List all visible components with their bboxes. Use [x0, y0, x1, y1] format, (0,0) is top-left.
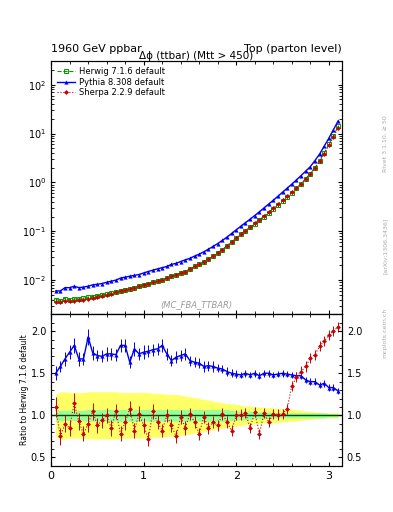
Text: Rivet 3.1.10, ≥ 50: Rivet 3.1.10, ≥ 50 — [383, 115, 387, 172]
Line: Herwig 7.1.6 default: Herwig 7.1.6 default — [53, 124, 340, 303]
Text: mcplots.cern.ch: mcplots.cern.ch — [383, 308, 387, 358]
Pythia 8.308 default — [77, 285, 81, 291]
Line: Sherpa 2.2.9 default: Sherpa 2.2.9 default — [54, 126, 340, 304]
Sherpa 2.2.9 default — [127, 286, 132, 292]
Pythia 8.308 default — [109, 278, 114, 284]
Herwig 7.1.6 default — [197, 261, 202, 267]
Line: Pythia 8.308 default: Pythia 8.308 default — [53, 119, 340, 293]
Pythia 8.308 default — [225, 234, 230, 240]
Herwig 7.1.6 default — [132, 285, 137, 291]
Sherpa 2.2.9 default — [77, 297, 81, 303]
Sherpa 2.2.9 default — [299, 180, 303, 186]
Herwig 7.1.6 default — [303, 176, 308, 182]
Y-axis label: Ratio to Herwig 7.1.6 default: Ratio to Herwig 7.1.6 default — [20, 335, 29, 445]
Sherpa 2.2.9 default — [336, 125, 340, 131]
Sherpa 2.2.9 default — [109, 290, 114, 296]
Sherpa 2.2.9 default — [53, 300, 58, 306]
Pythia 8.308 default — [331, 126, 336, 133]
Pythia 8.308 default — [127, 273, 132, 280]
Herwig 7.1.6 default — [58, 297, 63, 304]
Text: Top (parton level): Top (parton level) — [244, 44, 342, 54]
Text: (MC_FBA_TTBAR): (MC_FBA_TTBAR) — [160, 300, 233, 309]
Herwig 7.1.6 default — [81, 295, 86, 301]
Sherpa 2.2.9 default — [331, 134, 336, 140]
Pythia 8.308 default — [53, 288, 58, 294]
Pythia 8.308 default — [336, 118, 340, 124]
Sherpa 2.2.9 default — [225, 243, 230, 249]
Title: Δϕ (ttbar) (Mtt > 450): Δϕ (ttbar) (Mtt > 450) — [140, 51, 253, 60]
Text: [arXiv:1306.3436]: [arXiv:1306.3436] — [383, 218, 387, 274]
Herwig 7.1.6 default — [336, 123, 340, 130]
Pythia 8.308 default — [299, 173, 303, 179]
Text: 1960 GeV ppbar: 1960 GeV ppbar — [51, 44, 142, 54]
Herwig 7.1.6 default — [229, 239, 234, 245]
Legend: Herwig 7.1.6 default, Pythia 8.308 default, Sherpa 2.2.9 default: Herwig 7.1.6 default, Pythia 8.308 defau… — [55, 66, 166, 98]
Herwig 7.1.6 default — [114, 289, 118, 295]
Herwig 7.1.6 default — [53, 296, 58, 303]
